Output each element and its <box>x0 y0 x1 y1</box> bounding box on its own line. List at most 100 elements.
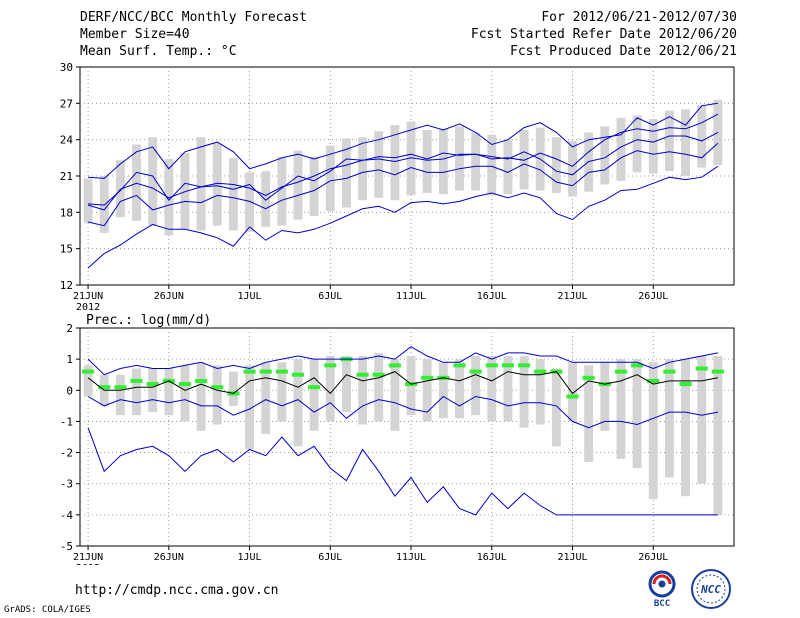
prec-ensemble-box <box>551 368 561 447</box>
prec-xtick-year: 2012 <box>76 563 100 565</box>
source-url[interactable]: http://cmdp.ncc.cma.gov.cn <box>75 583 279 598</box>
temp-ytick-label: 12 <box>60 279 73 292</box>
prec-ensemble-box <box>115 374 125 416</box>
prec-obs-marker <box>631 363 644 368</box>
temp-ensemble-box <box>390 125 400 201</box>
header-variable: Mean Surf. Temp.: °C <box>80 44 237 59</box>
header-period: For 2012/06/21-2012/07/30 <box>541 10 737 25</box>
prec-obs-marker <box>534 369 547 374</box>
temp-max-line-3 <box>87 131 719 211</box>
prec-obs-marker <box>178 382 192 387</box>
prec-ensemble-box <box>342 356 351 413</box>
prec-mean-line-3 <box>87 371 718 395</box>
header-left: DERF/NCC/BCC Monthly Forecast Member Siz… <box>80 9 307 60</box>
prec-ensemble-box <box>697 356 707 484</box>
prec-obs-marker <box>663 369 676 374</box>
prec-ensemble-box <box>535 359 545 425</box>
prec-ensemble-box <box>503 356 513 422</box>
prec-obs-marker <box>582 375 595 380</box>
prec-ensemble-box <box>681 359 690 497</box>
prec-obs-marker <box>211 385 224 390</box>
temp-ytick-label: 15 <box>60 243 73 256</box>
prec-ensemble-box <box>471 356 481 416</box>
prec-obs-marker <box>275 369 288 374</box>
temp-ensemble-box <box>148 137 158 226</box>
temp-xtick-label: 21JUN <box>73 291 103 302</box>
prec-xtick-label: 26JUL <box>638 552 668 563</box>
prec-ensemble-box <box>648 362 658 500</box>
temp-ensemble-box <box>471 132 481 191</box>
bcc-logo-text: BCC <box>654 599 670 609</box>
prec-obs-marker <box>647 378 660 383</box>
header-member-size: Member Size=40 <box>80 27 190 42</box>
prec-ensemble-box <box>277 362 287 422</box>
temp-ensemble-box <box>325 145 335 212</box>
prec-obs-marker <box>259 369 272 374</box>
temp-ensemble-box <box>632 115 642 173</box>
prec-ensemble-box <box>600 362 610 431</box>
header-right: For 2012/06/21-2012/07/30 Fcst Started R… <box>471 9 737 60</box>
prec-obs-marker <box>195 378 208 383</box>
temp-ensemble-box <box>616 117 626 181</box>
temp-ensemble-box <box>503 139 513 195</box>
temp-ensemble-box <box>648 119 658 174</box>
temp-xtick-year: 2012 <box>76 302 100 310</box>
prec-xtick-label: 11JUL <box>396 552 426 563</box>
temp-ensemble-box <box>551 137 561 193</box>
prec-ensemble-box <box>438 362 448 419</box>
prec-ensemble-box <box>713 356 723 515</box>
prec-obs-marker <box>614 369 628 374</box>
temp-xtick-label: 11JUL <box>396 291 426 302</box>
prec-ensemble-box <box>309 359 319 431</box>
temp-ensemble-box <box>374 131 384 198</box>
temp-max-line-0 <box>87 165 719 269</box>
temp-ensemble-box <box>600 126 610 185</box>
prec-obs-marker <box>146 382 159 387</box>
temp-ensemble-box <box>228 157 238 231</box>
prec-xtick-label: 6JUL <box>318 552 342 563</box>
header-produced-date: Fcst Produced Date 2012/06/21 <box>510 44 737 59</box>
prec-ensemble-box <box>180 365 190 422</box>
temp-ensemble-box <box>568 140 577 197</box>
prec-chart-title: Prec.: log(mm/d) <box>86 313 211 328</box>
temp-ensemble-box <box>487 134 497 196</box>
prec-ensemble-box <box>261 362 271 434</box>
temp-ensemble-box <box>455 126 464 191</box>
prec-obs-marker <box>469 369 482 374</box>
prec-obs-marker <box>114 385 127 390</box>
temp-xtick-label: 1JUL <box>238 291 262 302</box>
prec-obs-marker <box>308 385 321 390</box>
prec-ensemble-box <box>584 365 594 462</box>
prec-xtick-label: 1JUL <box>238 552 262 563</box>
prec-plot-frame <box>79 327 735 547</box>
prec-ensemble-box <box>245 365 254 450</box>
prec-ensemble-box <box>422 359 432 422</box>
temp-ytick-label: 18 <box>60 206 73 219</box>
temp-ensemble-box <box>342 138 351 208</box>
temp-xtick-label: 16JUL <box>477 291 507 302</box>
prec-obs-marker <box>679 382 692 387</box>
temp-ensemble-box <box>422 129 432 193</box>
prec-obs-marker <box>324 363 337 368</box>
prec-ensemble-box <box>83 365 93 397</box>
temp-ensemble-box <box>697 105 707 168</box>
prec-ensemble-box <box>519 356 529 428</box>
prec-obs-marker <box>711 369 724 374</box>
prec-ensemble-box <box>196 362 206 431</box>
prec-ensemble-box <box>228 371 238 406</box>
temp-ensemble-box <box>164 159 174 236</box>
bcc-logo: BCC <box>648 570 676 609</box>
prec-obs-marker <box>291 372 305 377</box>
prec-max-line-1 <box>87 346 718 376</box>
prec-obs-marker <box>453 363 466 368</box>
prec-ytick-label: -1 <box>60 415 73 428</box>
temp-ytick-label: 24 <box>60 134 74 147</box>
temp-ensemble-box <box>293 150 303 220</box>
prec-ytick-label: 2 <box>66 322 73 335</box>
prec-obs-marker <box>130 378 143 383</box>
temp-ensemble-box <box>519 129 529 190</box>
header-title: DERF/NCC/BCC Monthly Forecast <box>80 10 307 25</box>
prec-obs-marker <box>485 363 498 368</box>
prec-ytick-label: -4 <box>60 509 74 522</box>
